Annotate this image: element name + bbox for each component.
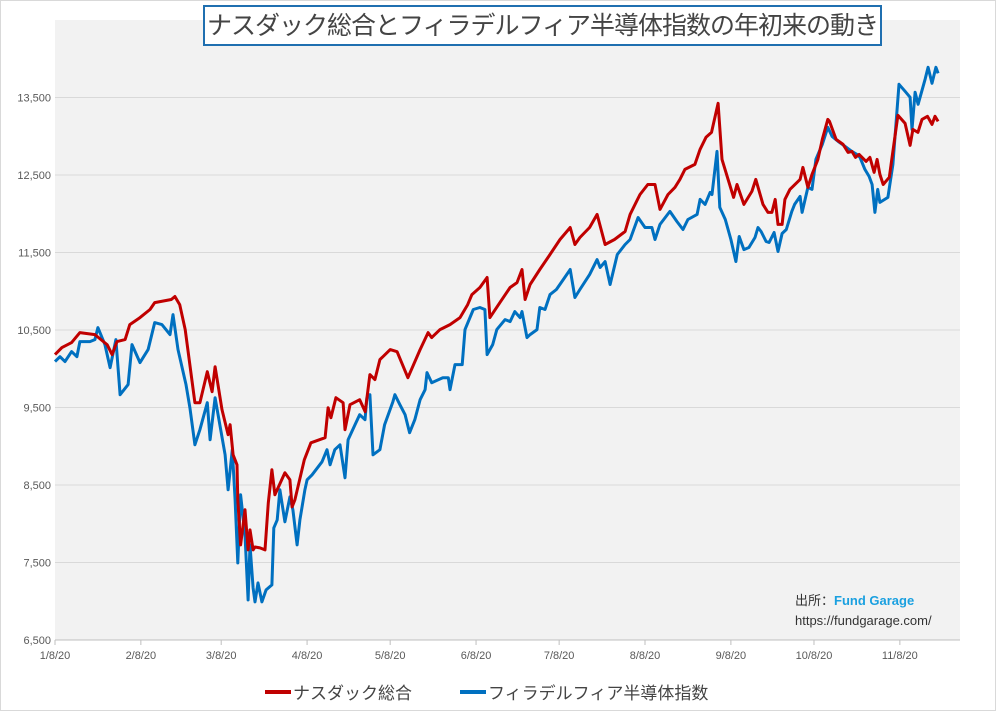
source-prefix: 出所： <box>795 594 835 609</box>
legend-item-sox: フィラデルフィア半導体指数 <box>460 679 708 704</box>
x-tick-label: 7/8/20 <box>544 650 575 662</box>
y-tick-label: 9,500 <box>23 403 51 415</box>
x-tick-label: 11/8/20 <box>882 650 918 662</box>
legend-label: ナスダック総合 <box>293 684 412 704</box>
y-tick-label: 12,500 <box>17 170 51 182</box>
y-tick-label: 6,500 <box>23 635 51 647</box>
x-tick-label: 8/8/20 <box>630 650 661 662</box>
y-tick-label: 8,500 <box>23 480 51 492</box>
legend-label: フィラデルフィア半導体指数 <box>488 684 709 704</box>
x-tick-label: 1/8/20 <box>40 650 71 662</box>
series-line-nasdaq <box>53 101 940 552</box>
x-tick-label: 10/8/20 <box>796 650 833 662</box>
y-tick-label: 7,500 <box>23 558 51 570</box>
x-tick-label: 5/8/20 <box>375 650 406 662</box>
x-tick-label: 3/8/20 <box>206 650 237 662</box>
source-name: Fund Garage <box>834 593 915 608</box>
x-tick-label: 4/8/20 <box>292 650 323 662</box>
y-tick-label: 13,500 <box>17 93 51 105</box>
source-url: https://fundgarage.com/ <box>795 613 932 628</box>
legend-swatch-red <box>265 689 291 694</box>
x-tick-label: 6/8/20 <box>461 650 492 662</box>
x-tick-label: 2/8/20 <box>126 650 157 662</box>
y-tick-label: 10,500 <box>17 325 51 337</box>
chart-title: ナスダック総合とフィラデルフィア半導体指数の年初来の動き <box>203 5 882 46</box>
legend-item-nasdaq: ナスダック総合 <box>265 679 412 704</box>
legend-swatch-blue <box>460 689 486 694</box>
y-tick-label: 11,500 <box>18 248 51 260</box>
series-line-sox <box>53 65 940 604</box>
source-label: 出所：Fund Garage <box>795 590 914 609</box>
x-tick-label: 9/8/20 <box>716 650 747 662</box>
